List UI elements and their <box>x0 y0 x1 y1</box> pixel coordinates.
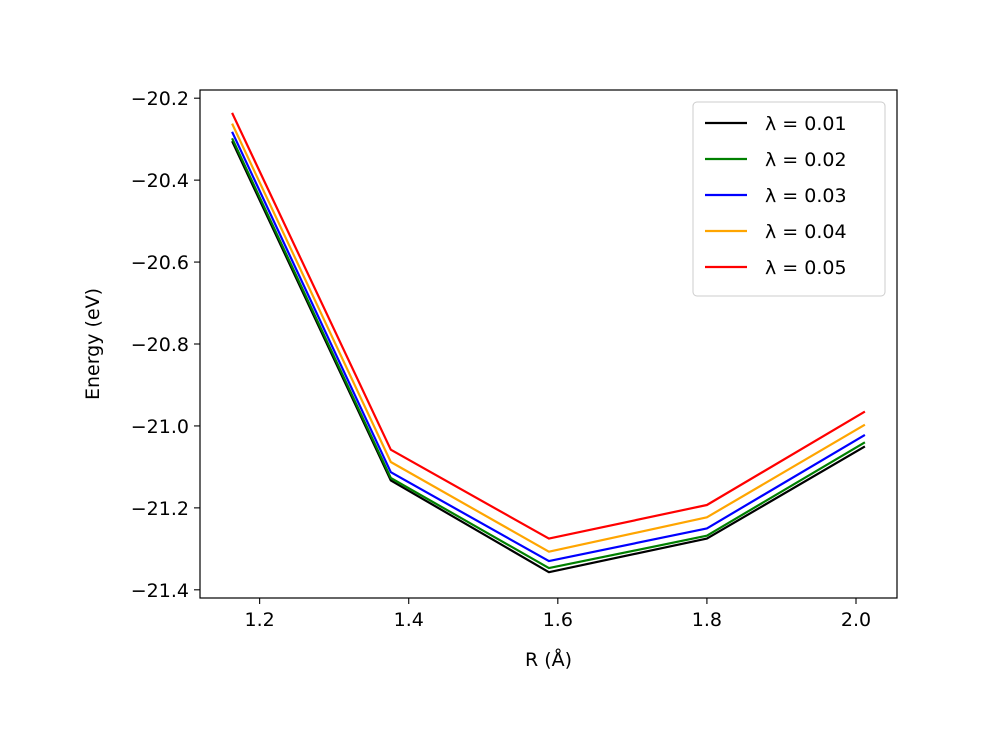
series-line-5 <box>231 112 866 540</box>
y-tick-label: −21.4 <box>131 580 189 602</box>
series-layer <box>231 112 866 574</box>
series-line-4 <box>231 123 866 553</box>
x-tick-label: 2.0 <box>841 609 871 631</box>
x-tick-label: 1.2 <box>245 609 275 631</box>
legend-label-2: λ = 0.02 <box>765 149 847 171</box>
y-axis-label: Energy (eV) <box>82 288 104 400</box>
x-axis: 1.2 1.4 1.6 1.8 2.0 <box>245 598 871 631</box>
legend-box <box>692 101 886 297</box>
x-tick-label: 1.4 <box>394 609 424 631</box>
legend-label-3: λ = 0.03 <box>765 185 847 207</box>
series-line-2 <box>231 137 866 570</box>
y-axis: −20.2 −20.4 −20.6 −20.8 −21.0 −21.2 −21.4 <box>131 88 200 602</box>
y-tick-label: −20.2 <box>131 88 189 110</box>
legend: λ = 0.01 λ = 0.02 λ = 0.03 λ = 0.04 λ = 0.05 <box>692 101 886 297</box>
y-tick-label: −20.4 <box>131 170 189 192</box>
x-tick-label: 1.8 <box>692 609 722 631</box>
y-tick-label: −20.8 <box>131 334 189 356</box>
x-axis-label: R (Å) <box>525 648 572 671</box>
legend-label-5: λ = 0.05 <box>765 257 847 279</box>
legend-label-1: λ = 0.01 <box>765 113 847 135</box>
x-tick-label: 1.6 <box>543 609 573 631</box>
series-line-3 <box>231 131 866 563</box>
y-tick-label: −21.2 <box>131 498 189 520</box>
y-tick-label: −20.6 <box>131 252 189 274</box>
legend-label-4: λ = 0.04 <box>765 221 847 243</box>
y-tick-label: −21.0 <box>131 416 189 438</box>
